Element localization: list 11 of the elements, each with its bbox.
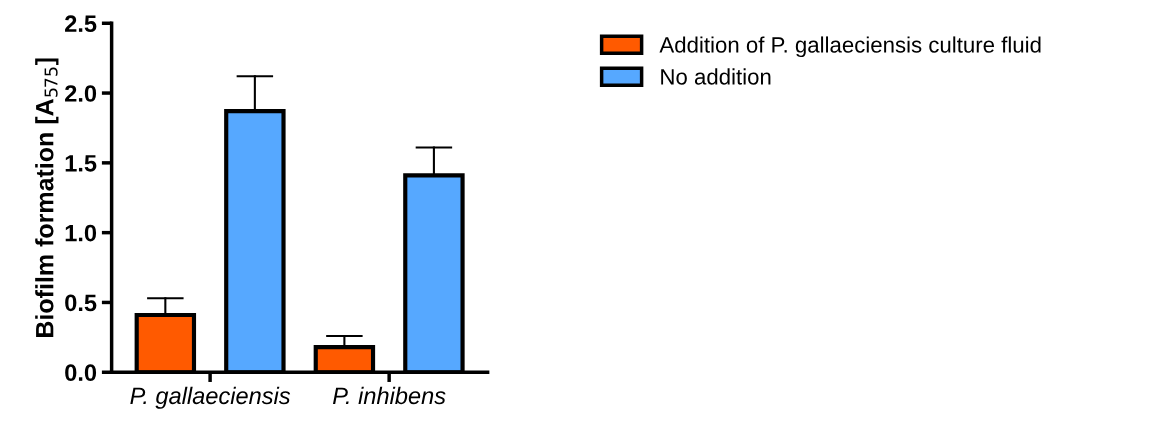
legend-label: Addition of P. gallaeciensis culture fluid — [659, 36, 1041, 58]
y-tick-label: 2.0 — [65, 85, 97, 102]
y-tick-label: 1.0 — [65, 224, 97, 242]
y-axis-title: Biofilm formation [A$_{575}$] — [35, 58, 59, 337]
y-tick-label: 0.0 — [65, 364, 97, 382]
x-tick-label: P. inhibens — [332, 386, 446, 405]
y-tick-label: 0.5 — [65, 294, 97, 312]
legend-label: No addition — [661, 68, 771, 85]
x-tick-label: P. gallaeciensis — [130, 386, 291, 409]
y-tick-label: 2.5 — [65, 15, 97, 33]
y-tick-label: 1.5 — [65, 155, 97, 172]
